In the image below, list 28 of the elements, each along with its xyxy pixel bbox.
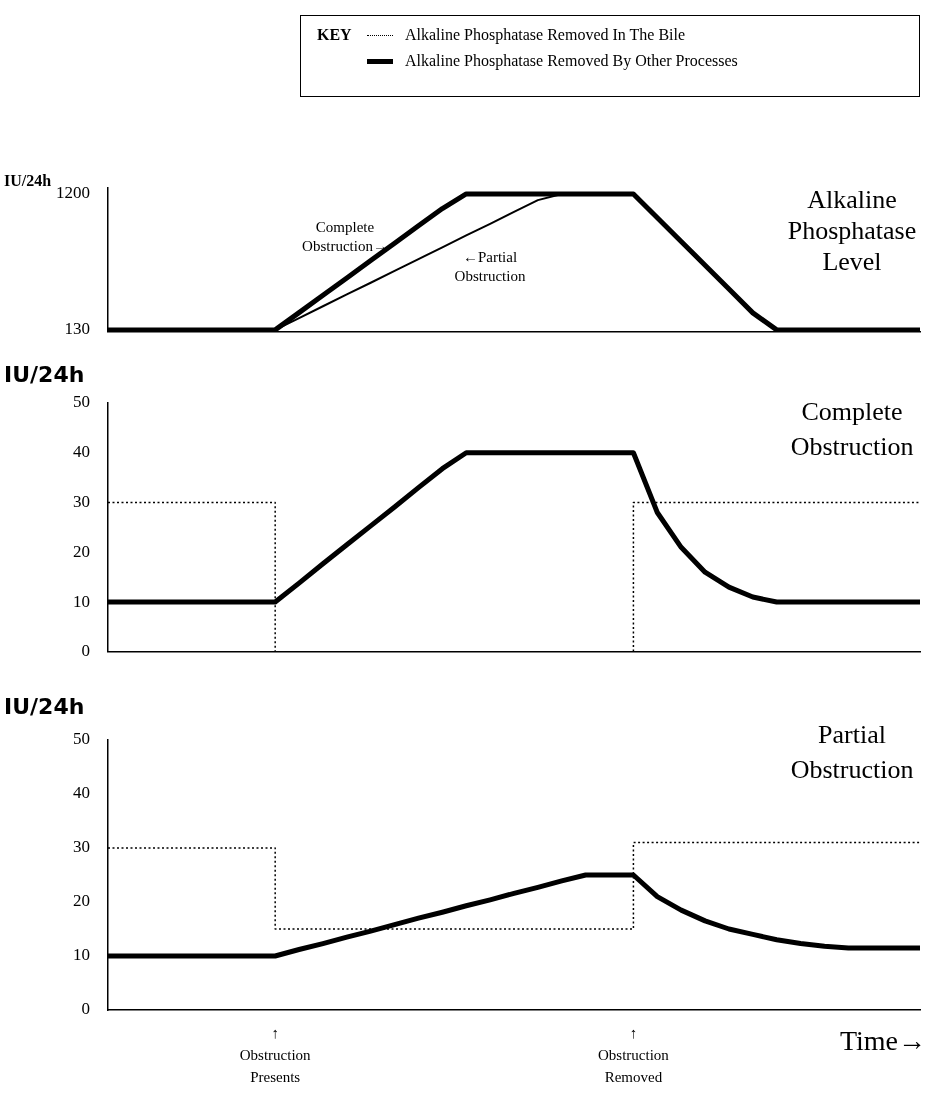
y-tick-label: 0	[81, 641, 90, 661]
legend-label: Alkaline Phosphatase Removed In The Bile	[405, 26, 686, 44]
y-tick-label: 20	[73, 891, 90, 911]
y-tick-label: 20	[73, 541, 90, 561]
chart-title: Partial Obstruction	[790, 720, 914, 784]
y-tick-label: 10	[73, 945, 90, 965]
y-tick-label: 50	[73, 392, 90, 412]
y-tick-label: 50	[73, 729, 90, 749]
text: Alkaline Phosphatase Level	[787, 185, 917, 276]
x-axis-title: Time→	[839, 1025, 926, 1056]
y-tick-label: 40	[73, 783, 90, 803]
y-tick-label: 40	[73, 442, 90, 462]
y-tick-label: 30	[73, 837, 90, 857]
y-tick-label: 10	[73, 591, 90, 611]
y-axis-title: IU/24h	[4, 172, 52, 189]
legend-label: Alkaline Phosphatase Removed By Other Processes	[405, 52, 738, 70]
y-axis-title: IU/24h	[4, 362, 85, 387]
text: Complete Obstruction	[790, 397, 914, 461]
legend-title: KEY	[317, 26, 352, 44]
text: ↑ Obstruction Removed	[598, 1025, 670, 1085]
annotation: ←Partial Obstruction	[454, 249, 526, 284]
text: ↑ Obstruction Presents	[239, 1025, 312, 1085]
y-axis-title: IU/24h	[4, 694, 85, 719]
y-tick-label: 0	[81, 999, 90, 1019]
annotation: Complete Obstruction→	[302, 219, 388, 254]
y-tick-label: 130	[64, 319, 90, 339]
y-tick-label: 30	[73, 491, 90, 511]
y-tick-label: 1200	[56, 183, 90, 203]
